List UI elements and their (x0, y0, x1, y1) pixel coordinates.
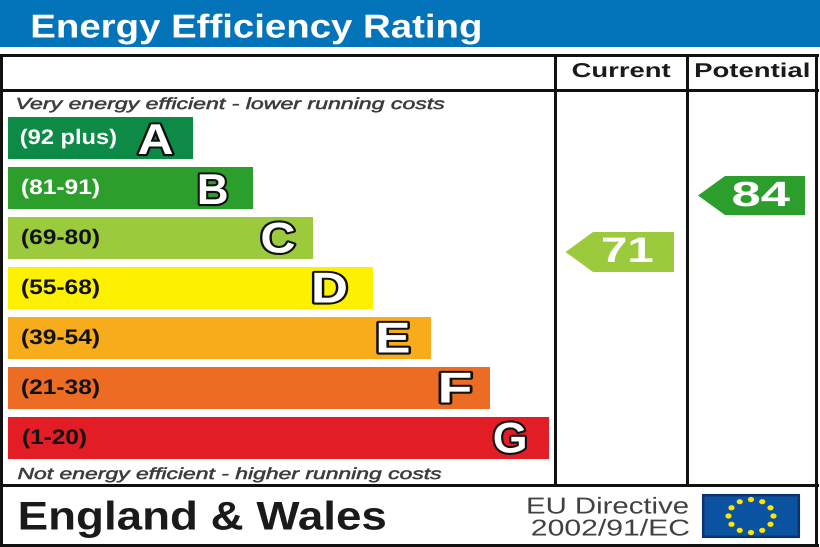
svg-text:(81-91): (81-91) (21, 176, 100, 199)
svg-text:F: F (438, 365, 473, 413)
svg-text:Current: Current (572, 60, 672, 82)
svg-text:England & Wales: England & Wales (18, 495, 387, 539)
svg-text:Very energy efficient - lower: Very energy efficient - lower running co… (16, 96, 445, 113)
svg-text:71: 71 (601, 230, 654, 270)
svg-text:D: D (311, 265, 348, 313)
svg-text:(92 plus): (92 plus) (20, 126, 117, 149)
svg-text:Not energy efficient - higher: Not energy efficient - higher running co… (18, 466, 442, 483)
svg-text:(69-80): (69-80) (21, 226, 100, 249)
svg-text:EU Directive: EU Directive (526, 493, 689, 519)
svg-text:2002/91/EC: 2002/91/EC (531, 515, 690, 541)
svg-text:A: A (137, 116, 173, 164)
svg-text:C: C (260, 215, 295, 263)
svg-text:(1-20): (1-20) (22, 426, 87, 449)
svg-text:(21-38): (21-38) (21, 376, 100, 399)
svg-text:E: E (375, 315, 410, 363)
svg-text:(39-54): (39-54) (21, 326, 100, 349)
svg-text:(55-68): (55-68) (21, 276, 100, 299)
svg-text:B: B (197, 166, 229, 214)
svg-text:Potential: Potential (694, 60, 810, 82)
svg-text:G: G (493, 415, 528, 463)
svg-text:Energy Efficiency Rating: Energy Efficiency Rating (30, 8, 482, 45)
svg-text:84: 84 (732, 175, 791, 214)
